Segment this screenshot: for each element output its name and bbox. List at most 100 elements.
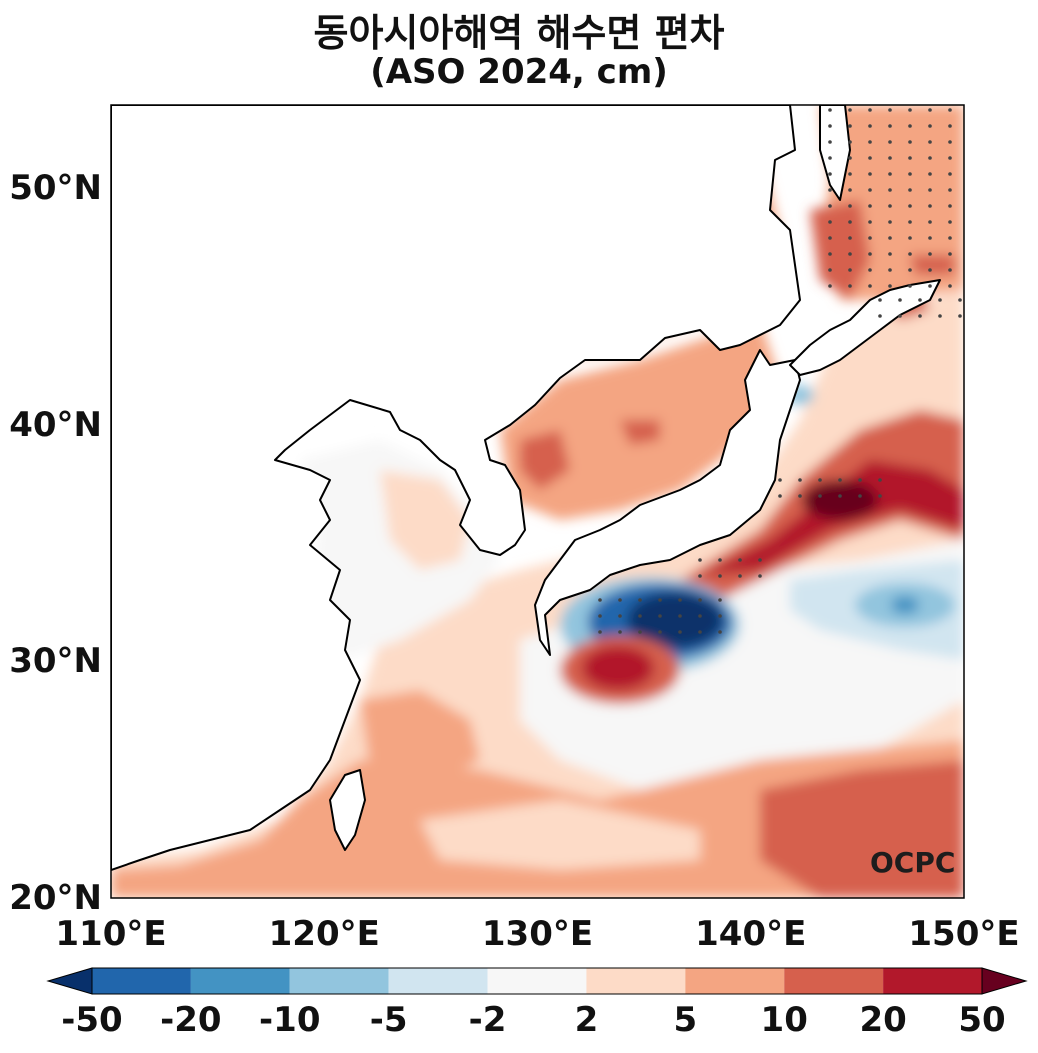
stipple-dot <box>938 298 942 302</box>
stipple-dot <box>868 188 872 192</box>
stipple-dot <box>908 252 912 256</box>
anomaly-field <box>111 105 964 898</box>
stipple-dot <box>928 188 932 192</box>
stipple-dot <box>888 172 892 176</box>
stipple-dot <box>868 156 872 160</box>
stipple-dot <box>888 236 892 240</box>
stipple-dot <box>948 236 952 240</box>
stipple-dot <box>908 108 912 112</box>
colorbar-frame <box>91 967 983 995</box>
stipple-dot <box>918 298 922 302</box>
stipple-dot <box>908 236 912 240</box>
map-title: 동아시아해역 해수면 편차 <box>313 11 725 55</box>
colorbar-tick-label: 20 <box>859 1000 907 1040</box>
stipple-dot <box>898 298 902 302</box>
stipple-dot <box>948 140 952 144</box>
stipple-dot <box>898 314 902 318</box>
stipple-dot <box>878 494 882 498</box>
lon-label: 140°E <box>695 914 807 954</box>
stipple-dot <box>888 140 892 144</box>
stipple-dot <box>828 204 832 208</box>
stipple-dot <box>698 558 702 562</box>
colorbar-segment <box>289 968 389 994</box>
colorbar-tick-label: 50 <box>958 1000 1006 1040</box>
stipple-dot <box>948 220 952 224</box>
stipple-dot <box>958 314 962 318</box>
stipple-dot <box>878 298 882 302</box>
stipple-dot <box>798 494 802 498</box>
stipple-dot <box>848 236 852 240</box>
colorbar-tick-label: 5 <box>673 1000 698 1040</box>
stipple-dot <box>658 630 662 634</box>
colorbar-extend-high <box>981 967 1028 995</box>
stipple-dot <box>948 124 952 128</box>
stipple-dot <box>718 598 722 602</box>
stipple-dot <box>868 220 872 224</box>
stipple-dot <box>948 108 952 112</box>
stipple-dot <box>908 172 912 176</box>
stipple-dot <box>948 284 952 288</box>
stipple-dot <box>908 140 912 144</box>
stipple-dot <box>868 268 872 272</box>
stipple-dot <box>928 156 932 160</box>
lon-label: 110°E <box>55 914 167 954</box>
stipple-dot <box>828 108 832 112</box>
stipple-dot <box>908 268 912 272</box>
stipple-dot <box>698 574 702 578</box>
stipple-dot <box>928 172 932 176</box>
stipple-dot <box>678 614 682 618</box>
stipple-dot <box>928 284 932 288</box>
stipple-dot <box>868 236 872 240</box>
stipple-dot <box>838 494 842 498</box>
stipple-dot <box>948 204 952 208</box>
stipple-dot <box>848 220 852 224</box>
stipple-dot <box>888 188 892 192</box>
stipple-dot <box>868 140 872 144</box>
stipple-dot <box>928 204 932 208</box>
stipple-dot <box>888 156 892 160</box>
colorbar-tick-label: -10 <box>259 1000 321 1040</box>
stipple-dot <box>828 156 832 160</box>
stipple-dot <box>888 108 892 112</box>
stipple-dot <box>758 574 762 578</box>
stipple-dot <box>848 268 852 272</box>
colorbar-tick-label: 2 <box>574 1000 599 1040</box>
stipple-dot <box>908 156 912 160</box>
stipple-dot <box>948 252 952 256</box>
stipple-dot <box>928 268 932 272</box>
stipple-dot <box>858 478 862 482</box>
stipple-dot <box>868 252 872 256</box>
stipple-dot <box>828 188 832 192</box>
stipple-dot <box>778 494 782 498</box>
stipple-dot <box>828 172 832 176</box>
stipple-dot <box>718 558 722 562</box>
stipple-dot <box>598 630 602 634</box>
stipple-dot <box>878 478 882 482</box>
stipple-dot <box>868 204 872 208</box>
colorbar-segment <box>388 968 488 994</box>
stipple-dot <box>828 284 832 288</box>
stipple-dot <box>848 252 852 256</box>
stipple-dot <box>928 124 932 128</box>
stipple-dot <box>888 268 892 272</box>
colorbar-segment <box>92 968 191 994</box>
stipple-dot <box>678 630 682 634</box>
stipple-dot <box>848 188 852 192</box>
stipple-dot <box>828 124 832 128</box>
stipple-dot <box>778 478 782 482</box>
lat-label: 30°N <box>9 641 102 682</box>
stipple-dot <box>848 204 852 208</box>
map-subtitle: (ASO 2024, cm) <box>370 52 668 92</box>
stipple-dot <box>848 172 852 176</box>
stipple-dot <box>888 124 892 128</box>
stipple-dot <box>798 478 802 482</box>
colorbar <box>46 967 1028 995</box>
stipple-dot <box>948 172 952 176</box>
stipple-dot <box>738 574 742 578</box>
stipple-dot <box>698 614 702 618</box>
stipple-dot <box>658 614 662 618</box>
stipple-dot <box>618 630 622 634</box>
stipple-dot <box>618 598 622 602</box>
stipple-dot <box>908 204 912 208</box>
